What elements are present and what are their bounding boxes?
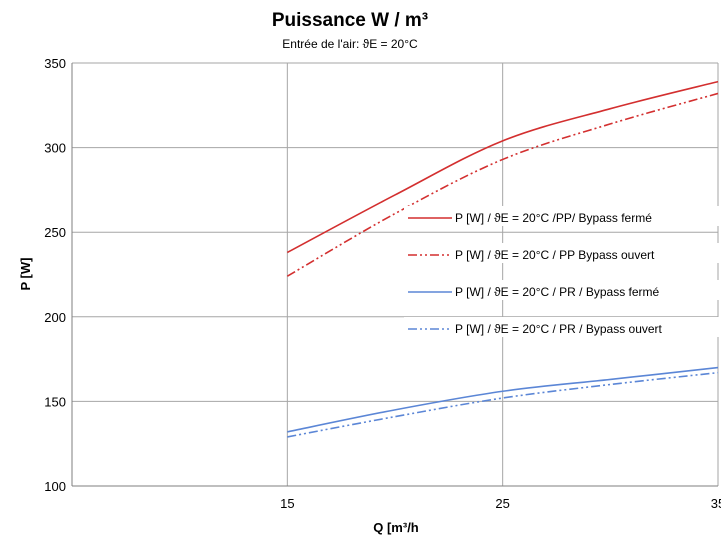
legend-bg: [404, 243, 720, 263]
series-line-2: [286, 92, 719, 277]
legend-label: P [W] / ϑE = 20°C / PR / Bypass ouvert: [455, 322, 663, 336]
y-tick-label: 100: [44, 479, 66, 494]
legend-label: P [W] / ϑE = 20°C /PP/ Bypass fermé: [455, 211, 652, 225]
legend-label: P [W] / ϑE = 20°C / PR / Bypass fermé: [455, 285, 660, 299]
grid: [71, 62, 719, 487]
series-line-1: [286, 80, 719, 254]
y-tick-label: 150: [44, 394, 66, 409]
x-tick-label: 35: [711, 496, 721, 511]
tick-labels: 100 150 200 250 300 350 15 25 35: [44, 56, 721, 511]
y-tick-label: 350: [44, 56, 66, 71]
series-line-3: [287, 366, 719, 433]
legend-label: P [W] / ϑE = 20°C / PP Bypass ouvert: [455, 248, 655, 262]
chart-subtitle: Entrée de l'air: ϑE = 20°C: [282, 37, 418, 51]
y-tick-label: 250: [44, 225, 66, 240]
legend-bg: [404, 317, 720, 337]
legend-bg: [404, 206, 720, 226]
legend: P [W] / ϑE = 20°C /PP/ Bypass fermé P [W]…: [404, 206, 720, 337]
x-tick-label: 15: [280, 496, 294, 511]
series-lines: [286, 80, 719, 438]
legend-bg: [404, 280, 720, 300]
x-tick-label: 25: [495, 496, 509, 511]
y-tick-label: 300: [44, 141, 66, 156]
x-axis-label: Q [m³/h: [373, 520, 419, 535]
chart-title: Puissance W / m³: [272, 10, 428, 31]
y-tick-label: 200: [44, 310, 66, 325]
series-line-4: [287, 371, 719, 438]
y-axis-label: P [W]: [18, 258, 33, 291]
